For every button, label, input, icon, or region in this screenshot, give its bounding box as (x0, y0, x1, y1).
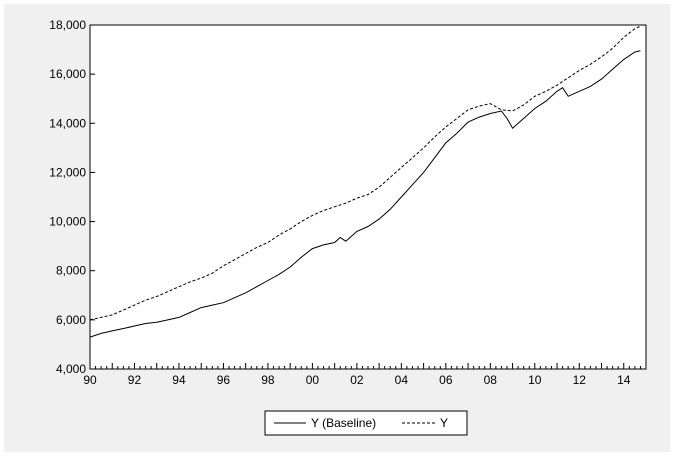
y-tick-label: 18,000 (49, 18, 86, 32)
series-layer (89, 25, 641, 338)
y-tick-label: 6,000 (56, 313, 86, 327)
y-tick-label: 4,000 (56, 362, 86, 376)
legend: Y (Baseline) Y (264, 410, 468, 436)
y-tick-label: 12,000 (49, 165, 86, 179)
legend-label-y: Y (440, 416, 448, 430)
series-line-y (89, 25, 641, 321)
x-tick-label: 10 (528, 373, 542, 387)
x-tick-label: 98 (261, 373, 275, 387)
line-chart: 4,000 6,000 8,000 10,000 12,000 14,000 16,000 1… (49, 18, 647, 436)
x-tick-label: 94 (172, 373, 186, 387)
y-tick-label: 14,000 (49, 116, 86, 130)
legend-label-baseline: Y (Baseline) (311, 416, 376, 430)
x-tick-label: 04 (395, 373, 409, 387)
x-tick-label: 06 (439, 373, 453, 387)
x-tick-label: 14 (617, 373, 631, 387)
chart-frame: 4,000 6,000 8,000 10,000 12,000 14,000 16,000 1… (4, 4, 670, 452)
y-tick-label: 8,000 (56, 264, 86, 278)
plot-area (89, 24, 647, 370)
series-line-baseline (89, 50, 641, 338)
x-tick-label: 12 (573, 373, 587, 387)
y-tick-label: 16,000 (49, 67, 86, 81)
x-tick-label: 02 (350, 373, 364, 387)
x-tick-label: 96 (217, 373, 231, 387)
x-tick-label: 08 (484, 373, 498, 387)
x-tick-label: 00 (306, 373, 320, 387)
x-tick-label: 92 (128, 373, 142, 387)
y-axis: 4,000 6,000 8,000 10,000 12,000 14,000 16,000 1… (49, 18, 95, 376)
x-axis: 90 92 94 96 98 00 02 04 06 08 10 12 14 (83, 363, 647, 387)
x-tick-label: 90 (83, 373, 97, 387)
y-tick-label: 10,000 (49, 215, 86, 229)
